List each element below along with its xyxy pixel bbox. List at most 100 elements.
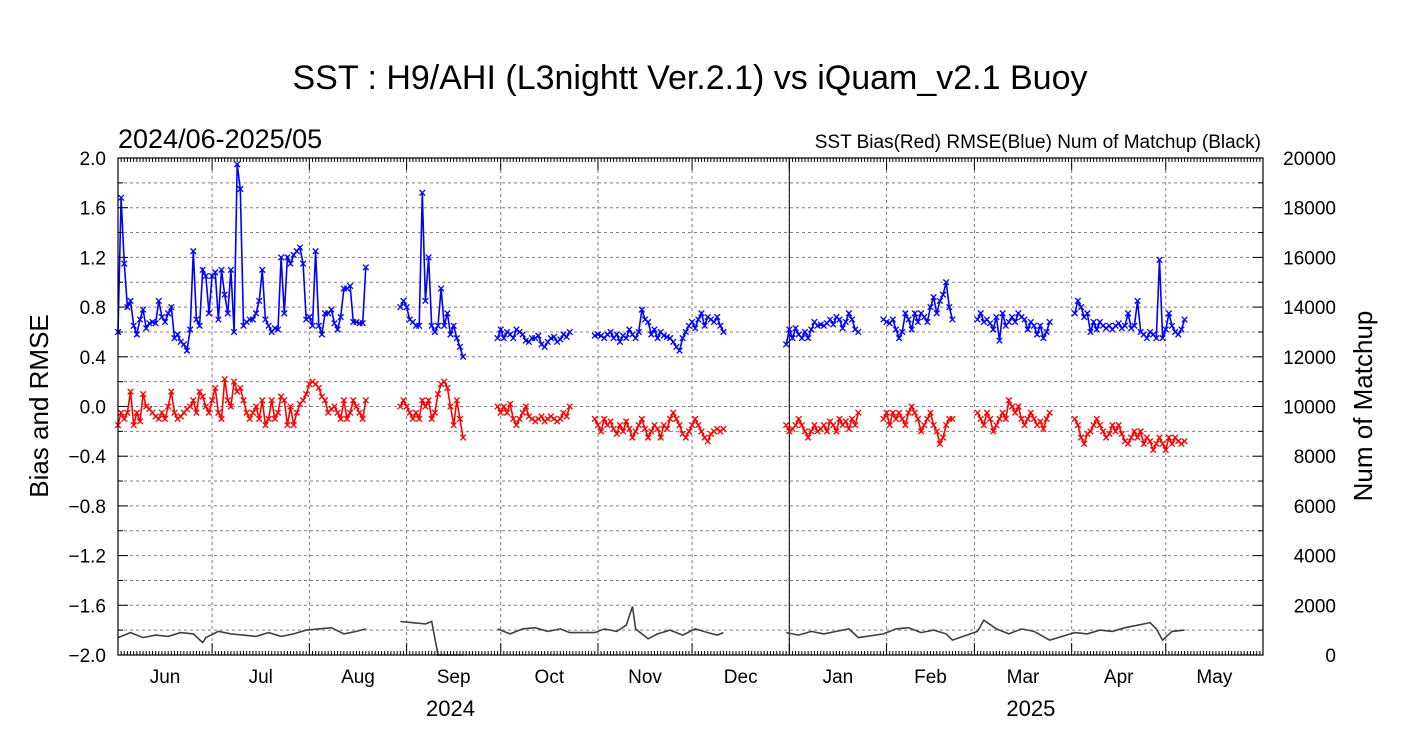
series-bias	[114, 375, 1188, 454]
data-point-marker	[927, 409, 934, 416]
data-point-marker	[130, 322, 137, 329]
chart-period-label: 2024/06-2025/05	[118, 124, 322, 154]
data-point-marker	[431, 328, 439, 336]
data-point-marker	[321, 397, 329, 404]
series-layer	[114, 160, 1188, 656]
data-point-marker	[450, 322, 457, 329]
data-point-marker	[1140, 440, 1148, 448]
axis-tick-labels: 2.0 1.6 1.2 0.8 0.4 0.0 −0.4 −0.8 −1.2 −1.6 −2.0 20…	[68, 149, 1336, 721]
data-point-marker	[638, 415, 646, 423]
data-point-marker	[158, 409, 166, 416]
data-point-marker	[1087, 428, 1094, 435]
data-point-marker	[205, 310, 213, 317]
x-month-label: Aug	[341, 667, 375, 688]
data-point-marker	[1143, 334, 1151, 342]
data-point-marker	[698, 428, 705, 435]
data-point-marker	[826, 316, 834, 323]
data-point-marker	[318, 331, 326, 338]
data-point-marker	[246, 415, 254, 423]
data-point-marker	[974, 316, 981, 323]
data-point-marker	[908, 326, 915, 333]
data-point-marker	[362, 264, 370, 271]
data-point-marker	[397, 403, 404, 410]
data-point-marker	[786, 326, 793, 333]
data-point-marker	[607, 328, 614, 336]
data-point-marker	[400, 297, 407, 305]
data-point-marker	[1030, 415, 1038, 423]
data-point-marker	[281, 310, 288, 317]
data-point-marker	[121, 260, 128, 267]
y-tick-label-right: 10000	[1283, 398, 1336, 419]
data-point-marker	[186, 326, 194, 333]
data-point-marker	[635, 328, 642, 336]
data-point-marker	[440, 322, 448, 329]
data-point-marker	[218, 266, 225, 274]
data-point-marker	[829, 321, 837, 328]
data-point-marker	[695, 421, 702, 429]
data-point-marker	[422, 297, 429, 305]
data-point-marker	[902, 421, 909, 429]
data-point-marker	[679, 334, 686, 342]
data-point-marker	[1090, 421, 1097, 429]
data-point-marker	[183, 347, 191, 354]
data-point-marker	[459, 434, 467, 441]
y-tick-label-left: −2.0	[68, 646, 106, 667]
data-point-marker	[340, 397, 348, 404]
y-tick-label-left: 2.0	[80, 149, 106, 170]
data-point-marker	[397, 303, 404, 311]
data-point-marker	[1165, 434, 1173, 441]
data-point-marker	[287, 260, 294, 267]
data-point-marker	[1040, 425, 1047, 433]
data-point-marker	[629, 434, 636, 441]
data-point-marker	[400, 397, 407, 404]
data-point-marker	[1134, 434, 1141, 441]
data-point-marker	[262, 421, 269, 429]
data-point-marker	[1074, 421, 1082, 429]
data-point-marker	[268, 397, 275, 404]
y-tick-label-left: −1.6	[68, 596, 106, 617]
x-month-label: Jun	[150, 667, 181, 688]
series-line	[882, 282, 954, 341]
data-point-marker	[1087, 328, 1094, 336]
data-point-marker	[356, 409, 363, 416]
y-tick-label-right: 0	[1325, 646, 1336, 667]
data-point-marker	[663, 425, 671, 433]
data-point-marker	[510, 415, 517, 423]
data-point-marker	[682, 328, 690, 336]
data-point-marker	[1043, 328, 1050, 336]
data-point-marker	[519, 331, 526, 338]
x-year-label: 2024	[426, 696, 475, 721]
data-point-marker	[233, 160, 241, 168]
data-point-marker	[513, 421, 520, 429]
y-tick-label-left: 1.6	[80, 199, 106, 220]
data-point-marker	[538, 413, 545, 420]
data-point-marker	[127, 297, 134, 305]
data-point-marker	[789, 334, 796, 342]
data-point-marker	[1115, 319, 1122, 327]
x-month-label: Oct	[535, 667, 565, 688]
data-point-marker	[691, 415, 699, 423]
data-point-marker	[936, 440, 944, 448]
data-point-marker	[199, 393, 206, 400]
data-point-marker	[1080, 440, 1088, 448]
data-point-marker	[717, 322, 724, 329]
data-point-marker	[892, 415, 900, 423]
series-line	[117, 626, 367, 644]
data-point-marker	[1121, 322, 1129, 329]
data-point-marker	[673, 415, 680, 423]
data-point-marker	[1162, 326, 1170, 333]
data-point-marker	[685, 428, 693, 435]
x-year-label: 2025	[1006, 696, 1055, 721]
data-point-marker	[701, 322, 708, 329]
data-point-marker	[936, 297, 944, 305]
x-month-label: Jan	[823, 667, 854, 688]
data-point-marker	[654, 425, 661, 433]
data-point-marker	[792, 421, 799, 429]
data-point-marker	[331, 403, 338, 410]
data-point-marker	[193, 409, 200, 416]
data-point-marker	[168, 303, 175, 311]
data-point-marker	[632, 334, 639, 342]
data-point-marker	[688, 421, 696, 429]
data-point-marker	[795, 415, 802, 423]
